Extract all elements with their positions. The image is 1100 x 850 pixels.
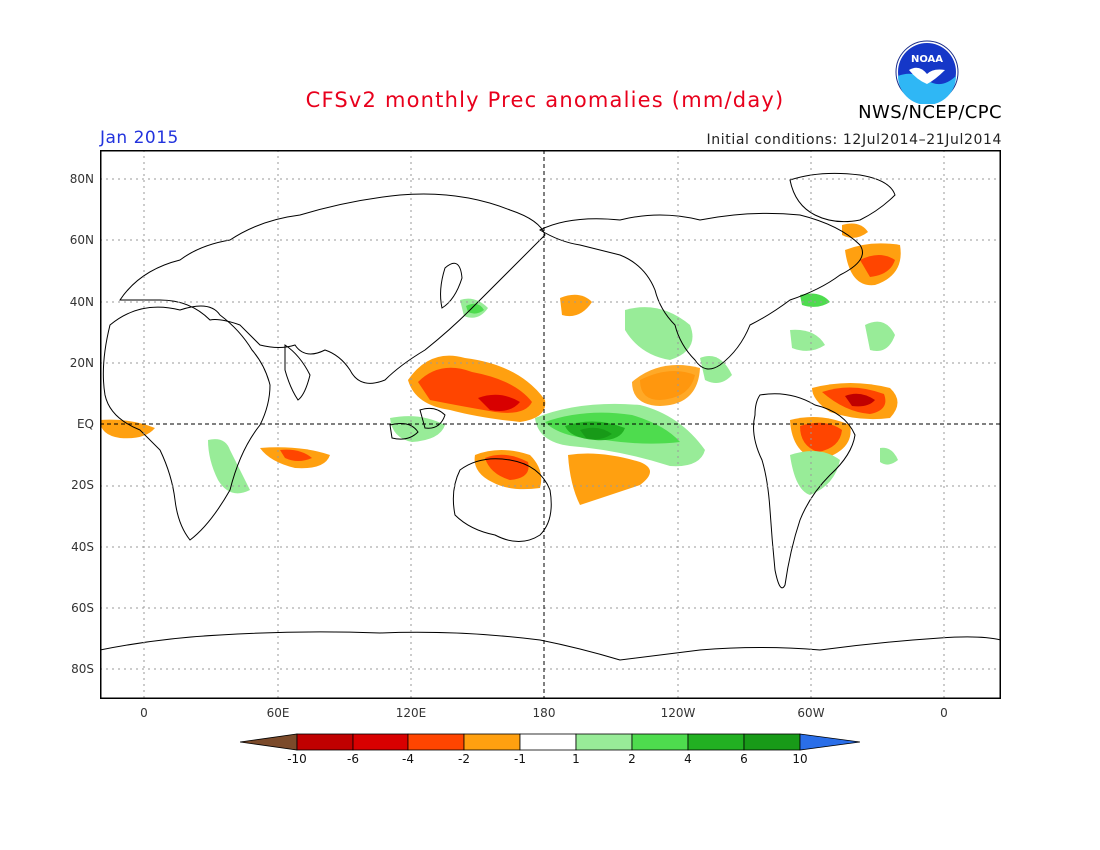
colorbar-label: 10 — [792, 752, 808, 766]
japan-outline — [440, 262, 463, 309]
lon-label-0-west: 0 — [140, 706, 148, 720]
colorbar-bin-1 — [296, 733, 354, 751]
colorbar-arrow-right — [799, 733, 860, 751]
initial-conditions: Initial conditions: 12Jul2014–21Jul2014 — [706, 132, 1002, 148]
lat-label-60n: 60N — [69, 233, 94, 247]
lat-label-80n: 80N — [69, 172, 94, 186]
colorbar-label: -6 — [347, 752, 359, 766]
colorbar-label: 1 — [572, 752, 580, 766]
colorbar-label: -4 — [402, 752, 414, 766]
agency-label: NWS/NCEP/CPC — [858, 102, 1002, 123]
precip-anomaly-map — [100, 150, 1001, 699]
lat-label-20s: 20S — [71, 478, 94, 492]
lon-label-0-east: 0 — [940, 706, 948, 720]
australia-outline — [452, 458, 552, 542]
map-frame — [100, 150, 1001, 699]
colorbar — [240, 733, 860, 751]
colorbar-bin-7 — [631, 733, 689, 751]
north-america-outline — [538, 212, 863, 370]
grid — [100, 150, 1001, 699]
colorbar-label: -10 — [287, 752, 307, 766]
map-title: CFSv2 monthly Prec anomalies (mm/day) — [305, 88, 785, 112]
lat-label-40n: 40N — [69, 295, 94, 309]
colorbar-bin-6 — [575, 733, 633, 751]
colorbar-bin-9 — [743, 733, 801, 751]
lat-label-60s: 60S — [71, 601, 94, 615]
lat-label-40s: 40S — [71, 540, 94, 554]
logo-text: NOAA — [911, 54, 943, 65]
colorbar-label: 4 — [684, 752, 692, 766]
india-outline — [284, 344, 311, 401]
lat-label-eq: EQ — [76, 417, 94, 431]
lon-label-60e: 60E — [266, 706, 290, 720]
colorbar-label: -2 — [458, 752, 470, 766]
colorbar-label: -1 — [514, 752, 526, 766]
lat-label-80s: 80S — [71, 662, 94, 676]
antarctica-outline — [100, 631, 1001, 661]
anomaly-shading — [100, 223, 901, 505]
africa-outline — [102, 305, 271, 541]
lon-label-120w: 120W — [660, 706, 696, 720]
colorbar-bin-2 — [352, 733, 409, 751]
colorbar-arrow-left — [240, 733, 298, 751]
colorbar-label: 2 — [628, 752, 636, 766]
noaa-logo: NOAA — [895, 40, 959, 104]
forecast-month: Jan 2015 — [100, 128, 179, 148]
lon-label-180: 180 — [532, 706, 556, 720]
lat-label-20n: 20N — [69, 356, 94, 370]
lon-label-60w: 60W — [797, 706, 825, 720]
colorbar-bin-4 — [463, 733, 521, 751]
south-america-outline — [753, 393, 856, 589]
eurasia-outline — [119, 193, 546, 384]
colorbar-bin-5 — [519, 733, 577, 751]
lon-label-120e: 120E — [395, 706, 427, 720]
coastlines — [100, 172, 1001, 661]
colorbar-bin-8 — [687, 733, 745, 751]
greenland-outline — [789, 172, 896, 223]
colorbar-label: 6 — [740, 752, 748, 766]
colorbar-bin-3 — [407, 733, 465, 751]
